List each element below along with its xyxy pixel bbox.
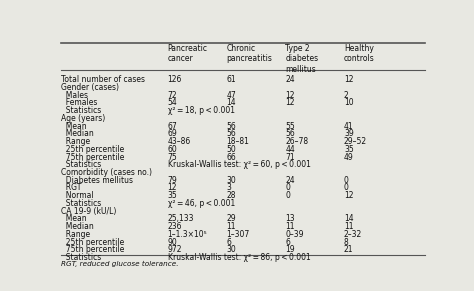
Text: 12: 12 xyxy=(344,191,354,200)
Text: 14: 14 xyxy=(227,98,236,107)
Text: 3: 3 xyxy=(227,184,231,192)
Text: 10: 10 xyxy=(344,98,354,107)
Text: 75: 75 xyxy=(168,152,177,162)
Text: Kruskal-Wallis test: χ² = 60, p < 0.001: Kruskal-Wallis test: χ² = 60, p < 0.001 xyxy=(168,160,310,169)
Text: RGT, reduced glucose tolerance.: RGT, reduced glucose tolerance. xyxy=(61,261,179,267)
Text: 67: 67 xyxy=(168,122,177,131)
Text: 11: 11 xyxy=(285,222,295,231)
Text: 30: 30 xyxy=(227,245,236,254)
Text: χ² = 46, p < 0.001: χ² = 46, p < 0.001 xyxy=(168,199,235,208)
Text: Statistics: Statistics xyxy=(61,160,101,169)
Text: 49: 49 xyxy=(344,152,354,162)
Text: RGT: RGT xyxy=(61,184,82,192)
Text: Kruskal-Wallis test: χ² = 86, p < 0.001: Kruskal-Wallis test: χ² = 86, p < 0.001 xyxy=(168,253,310,262)
Text: Range: Range xyxy=(61,230,90,239)
Text: 126: 126 xyxy=(168,75,182,84)
Text: Diabetes mellitus: Diabetes mellitus xyxy=(61,176,133,185)
Text: 12: 12 xyxy=(285,98,295,107)
Text: 25,133: 25,133 xyxy=(168,214,194,223)
Text: 12: 12 xyxy=(285,91,295,100)
Text: 50: 50 xyxy=(227,145,236,154)
Text: χ² = 18, p < 0.001: χ² = 18, p < 0.001 xyxy=(168,106,235,115)
Text: 47: 47 xyxy=(227,91,236,100)
Text: 0: 0 xyxy=(344,184,349,192)
Text: 41: 41 xyxy=(344,122,354,131)
Text: 72: 72 xyxy=(168,91,177,100)
Text: 75th percentile: 75th percentile xyxy=(61,152,125,162)
Text: 0: 0 xyxy=(285,184,290,192)
Text: Statistics: Statistics xyxy=(61,199,101,208)
Text: Median: Median xyxy=(61,129,94,138)
Text: 12: 12 xyxy=(168,184,177,192)
Text: Males: Males xyxy=(61,91,88,100)
Text: 35: 35 xyxy=(168,191,177,200)
Text: Statistics: Statistics xyxy=(61,106,101,115)
Text: 66: 66 xyxy=(227,152,236,162)
Text: 236: 236 xyxy=(168,222,182,231)
Text: Statistics: Statistics xyxy=(61,253,101,262)
Text: 13: 13 xyxy=(285,214,295,223)
Text: 11: 11 xyxy=(344,222,354,231)
Text: 61: 61 xyxy=(227,75,236,84)
Text: 8: 8 xyxy=(344,237,349,246)
Text: 55: 55 xyxy=(285,122,295,131)
Text: Age (years): Age (years) xyxy=(61,114,105,123)
Text: 24: 24 xyxy=(285,75,295,84)
Text: Range: Range xyxy=(61,137,90,146)
Text: Healthy
controls: Healthy controls xyxy=(344,44,374,63)
Text: 0–39: 0–39 xyxy=(285,230,304,239)
Text: Total number of cases: Total number of cases xyxy=(61,75,145,84)
Text: 972: 972 xyxy=(168,245,182,254)
Text: Pancreatic
cancer: Pancreatic cancer xyxy=(168,44,208,63)
Text: 39: 39 xyxy=(344,129,354,138)
Text: 60: 60 xyxy=(168,145,177,154)
Text: Normal: Normal xyxy=(61,191,94,200)
Text: 21: 21 xyxy=(344,245,354,254)
Text: 26–78: 26–78 xyxy=(285,137,308,146)
Text: 28: 28 xyxy=(227,191,236,200)
Text: 18–81: 18–81 xyxy=(227,137,249,146)
Text: 6: 6 xyxy=(227,237,231,246)
Text: 25th percentile: 25th percentile xyxy=(61,145,124,154)
Text: 75th percentile: 75th percentile xyxy=(61,245,125,254)
Text: 29–52: 29–52 xyxy=(344,137,367,146)
Text: 35: 35 xyxy=(344,145,354,154)
Text: 14: 14 xyxy=(344,214,354,223)
Text: 1–307: 1–307 xyxy=(227,230,250,239)
Text: Comorbidity (cases no.): Comorbidity (cases no.) xyxy=(61,168,152,177)
Text: 19: 19 xyxy=(285,245,295,254)
Text: 0: 0 xyxy=(285,191,290,200)
Text: 6: 6 xyxy=(285,237,290,246)
Text: 56: 56 xyxy=(285,129,295,138)
Text: 11: 11 xyxy=(227,222,236,231)
Text: 2–32: 2–32 xyxy=(344,230,362,239)
Text: 43–86: 43–86 xyxy=(168,137,191,146)
Text: Type 2
diabetes
mellitus: Type 2 diabetes mellitus xyxy=(285,44,319,74)
Text: 24: 24 xyxy=(285,176,295,185)
Text: 2: 2 xyxy=(344,91,349,100)
Text: 30: 30 xyxy=(227,176,236,185)
Text: Mean: Mean xyxy=(61,122,87,131)
Text: 90: 90 xyxy=(168,237,177,246)
Text: 56: 56 xyxy=(227,129,236,138)
Text: CA 19-9 (kU/L): CA 19-9 (kU/L) xyxy=(61,207,117,216)
Text: Median: Median xyxy=(61,222,94,231)
Text: 12: 12 xyxy=(344,75,354,84)
Text: Chronic
pancreatitis: Chronic pancreatitis xyxy=(227,44,272,63)
Text: 79: 79 xyxy=(168,176,177,185)
Text: 1–1.3×10⁵: 1–1.3×10⁵ xyxy=(168,230,207,239)
Text: 71: 71 xyxy=(285,152,295,162)
Text: Mean: Mean xyxy=(61,214,87,223)
Text: 29: 29 xyxy=(227,214,236,223)
Text: 69: 69 xyxy=(168,129,177,138)
Text: 56: 56 xyxy=(227,122,236,131)
Text: 0: 0 xyxy=(344,176,349,185)
Text: 54: 54 xyxy=(168,98,177,107)
Text: Females: Females xyxy=(61,98,98,107)
Text: Gender (cases): Gender (cases) xyxy=(61,83,119,92)
Text: 44: 44 xyxy=(285,145,295,154)
Text: 25th percentile: 25th percentile xyxy=(61,237,124,246)
